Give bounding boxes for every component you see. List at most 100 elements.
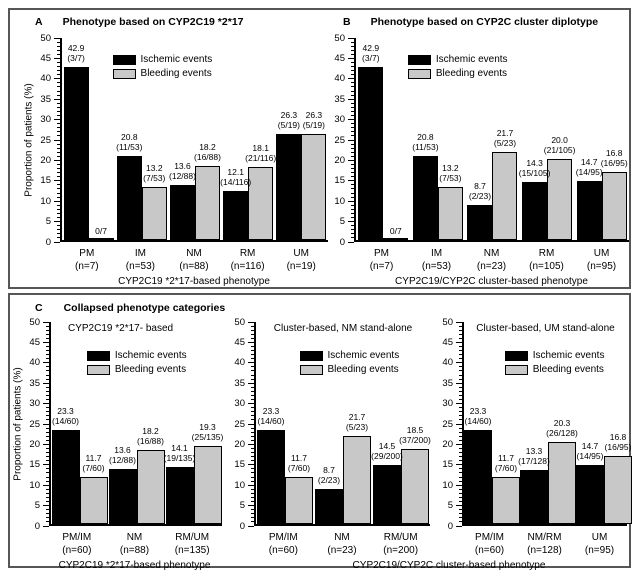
y-axis: 0 5 10 15 20 25 30 35 40 45 50 xyxy=(25,317,49,530)
category-label: UM (n=95) xyxy=(574,247,629,276)
y-major-tick xyxy=(248,362,254,364)
y-tick-label: 50 xyxy=(29,316,40,328)
category-label: RM/UM (n=200) xyxy=(371,531,430,560)
bar-ischemic-nm xyxy=(108,469,137,524)
legend-item: Ischemic events xyxy=(86,350,187,361)
y-minor-tick xyxy=(46,496,49,498)
y-minor-tick xyxy=(459,472,462,474)
y-tick-label: 0 xyxy=(45,236,51,248)
y-minor-tick xyxy=(351,212,354,214)
category-label: NM (n=23) xyxy=(464,247,519,276)
legend: Ischemic events Bleeding events xyxy=(407,54,508,79)
value-label: 14.7 (14/95) xyxy=(576,157,603,177)
chart-panel-c-middle: 0 5 10 15 20 25 30 35 40 45 50 Cluster-based, NM st… xyxy=(230,317,430,560)
y-minor-tick xyxy=(459,476,462,478)
category-label: UM (n=19) xyxy=(274,247,328,276)
bar-group-pm-im: 23.3 (14/60) 11.7 (7/60) xyxy=(51,322,108,524)
y-minor-tick xyxy=(351,188,354,190)
y-minor-tick xyxy=(459,407,462,409)
y-minor-tick xyxy=(251,394,254,396)
value-label: 20.3 (26/128) xyxy=(546,418,578,438)
value-label-line: 21.7 xyxy=(348,412,366,423)
bar-bleeding-rm xyxy=(547,159,573,240)
bar-slot: 21.7 (5/23) xyxy=(343,322,371,524)
value-label: 14.3 (15/105) xyxy=(519,158,551,178)
y-axis-label: Proportion of patients (%) xyxy=(11,322,25,526)
bar-group-nm: 13.6 (12/88) 18.2 (16/88) xyxy=(108,322,165,524)
y-tick-label: 0 xyxy=(339,236,345,248)
category-label: IM (n=53) xyxy=(409,247,464,276)
x-axis-title: CYP2C19 *2*17-based phenotype xyxy=(118,276,270,287)
x-axis-categories: PM/IM (n=60) NM (n=23) RM/UM (n=200) xyxy=(254,526,430,560)
y-minor-tick xyxy=(46,452,49,454)
bar-bleeding-nm xyxy=(343,436,371,524)
y-axis-label-text: Proportion of patients (%) xyxy=(12,367,24,481)
x-axis-categories: PM/IM (n=60) NM (n=88) RM/UM (n=135) xyxy=(48,526,221,560)
category-name: RM/UM xyxy=(383,532,418,543)
value-label-line: (3/7) xyxy=(67,52,85,63)
bar-group-pm-im: 23.3 (14/60) 11.7 (7/60) xyxy=(256,322,314,524)
y-major-tick xyxy=(456,505,462,507)
y-minor-tick xyxy=(57,49,60,51)
category-label: PM/IM (n=60) xyxy=(462,531,517,560)
chart-panel-b: B Phenotype based on CYP2C cluster diplot… xyxy=(330,16,629,287)
y-minor-tick xyxy=(351,229,354,231)
bar-slot: 0/7 xyxy=(88,38,114,240)
y-minor-tick xyxy=(46,476,49,478)
y-minor-tick xyxy=(251,378,254,380)
value-label-line: 18.5 xyxy=(406,425,424,436)
y-major-tick xyxy=(248,464,254,466)
bar-ischemic-nm-rm xyxy=(520,470,548,524)
y-minor-tick xyxy=(459,394,462,396)
y-axis-label-text: Proportion of patients (%) xyxy=(23,83,35,197)
value-label: 14.5 (29/200) xyxy=(371,441,403,461)
y-tick-label: 45 xyxy=(234,336,245,348)
y-minor-tick xyxy=(46,358,49,360)
value-label-line: 20.0 xyxy=(551,135,568,146)
value-label-line: (7/60) xyxy=(287,462,311,473)
legend-swatch-bleeding xyxy=(504,364,528,375)
value-label-line: 8.7 xyxy=(474,180,486,191)
y-minor-tick xyxy=(459,415,462,417)
y-minor-tick xyxy=(57,212,60,214)
legend-swatch-ischemic xyxy=(112,54,136,65)
bar-slot: 26.3 (5/19) xyxy=(301,38,327,240)
y-minor-tick xyxy=(46,386,49,388)
bar-slot: 23.3 (14/60) xyxy=(51,322,80,524)
y-minor-tick xyxy=(46,333,49,335)
bar-group-um: 26.3 (5/19) 26.3 (5/19) xyxy=(275,38,328,240)
y-major-tick xyxy=(43,443,49,445)
value-label-line: (2/23) xyxy=(468,190,492,201)
bar-group-rm: 14.3 (15/105) 20.0 (21/105) xyxy=(519,38,575,240)
y-major-tick xyxy=(248,341,254,343)
y-minor-tick xyxy=(459,390,462,392)
y-minor-tick xyxy=(251,370,254,372)
y-major-tick xyxy=(54,119,60,121)
value-label-line: 18.2 xyxy=(142,426,159,437)
value-label-line: 14.3 xyxy=(526,158,543,169)
category-name: RM/UM xyxy=(175,532,210,543)
y-minor-tick xyxy=(459,435,462,437)
value-label-line: 14.7 xyxy=(580,156,598,167)
y-major-tick xyxy=(43,382,49,384)
bar-ischemic-rm xyxy=(522,182,548,240)
y-minor-tick xyxy=(46,447,49,449)
bar-slot: 13.2 (7/53) xyxy=(141,38,167,240)
y-minor-tick xyxy=(351,90,354,92)
bar-bleeding-nm-rm xyxy=(548,442,576,524)
category-n: (n=60) xyxy=(268,545,298,556)
bar-slot: 42.9 (3/7) xyxy=(358,38,384,240)
category-n: (n=88) xyxy=(119,545,150,556)
bar-bleeding-rm xyxy=(248,166,274,240)
y-major-tick xyxy=(456,362,462,364)
value-label-line: 13.6 xyxy=(114,445,131,456)
y-major-tick xyxy=(348,78,354,80)
y-minor-tick xyxy=(351,123,354,125)
y-minor-tick xyxy=(46,411,49,413)
value-label-line: (11/53) xyxy=(116,141,143,152)
bar-ischemic-im xyxy=(412,155,438,240)
value-label-line: 19.3 xyxy=(199,422,216,432)
y-minor-tick xyxy=(251,488,254,490)
y-minor-tick xyxy=(46,345,49,347)
bar-slot: 11.7 (7/60) xyxy=(285,322,313,524)
